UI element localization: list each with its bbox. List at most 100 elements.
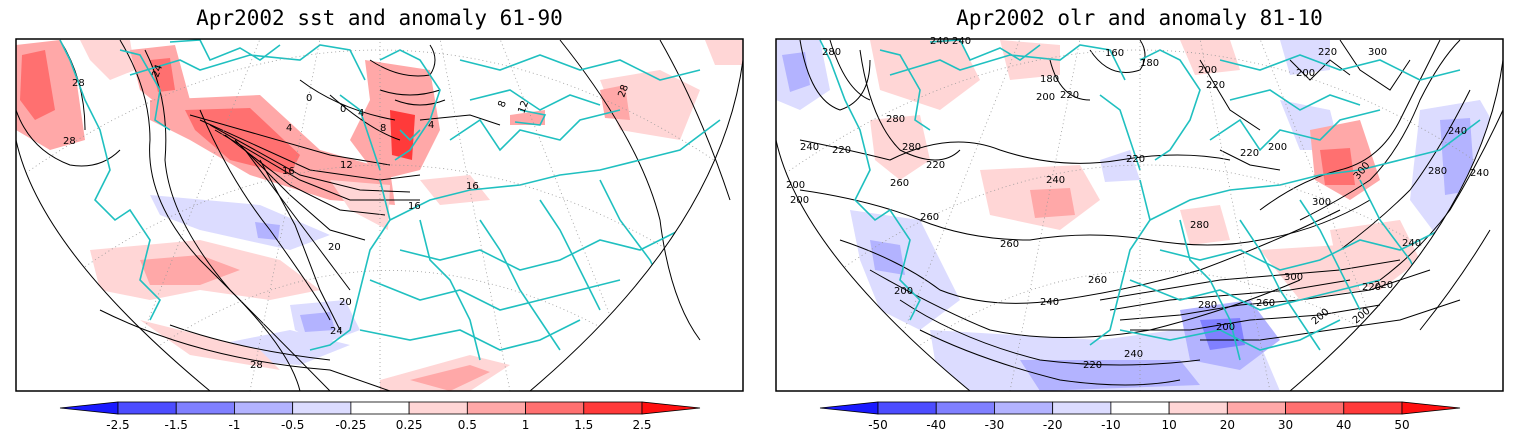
left-colorbar-segment: [641, 401, 701, 415]
right-contour-label: 280: [1428, 166, 1447, 177]
left-colorbar-segment: [117, 401, 177, 415]
right-graticule: [776, 39, 1503, 391]
left-contour-label: 12: [340, 160, 353, 171]
left-colorbar-segment: [350, 401, 410, 415]
left-colorbar-label: -1.5: [165, 418, 188, 430]
right-contour-label: 220: [1240, 148, 1259, 159]
left-colorbar-label: -0.5: [281, 418, 304, 430]
left-contour-label: 20: [328, 242, 341, 253]
left-contour-label: 0: [340, 104, 346, 115]
left-contour-label: 16: [466, 181, 479, 192]
right-colorbar-label: 50: [1394, 418, 1409, 430]
right-contour-label: 200: [1296, 68, 1315, 79]
right-colorbar-segment: [819, 401, 879, 415]
left-map-title: Apr2002 sst and anomaly 61-90: [196, 6, 563, 30]
right-contour-label: 160: [1105, 48, 1124, 59]
left-contour-label: 4: [286, 123, 292, 134]
right-contour-label: 300: [1312, 197, 1331, 208]
right-contour-label: 220: [1318, 47, 1337, 58]
right-colorbar-label: -50: [868, 418, 888, 430]
right-colorbar-segment: [935, 401, 995, 415]
left-contour-label: 8: [496, 99, 509, 109]
right-contour-label: 200: [1268, 142, 1287, 153]
right-contour-label: 220: [1374, 280, 1393, 291]
right-contour-label: 240: [1470, 168, 1489, 179]
left-colorbar: -2.5 -1.5 -1 -0.5 -0.25 0.25 0.5 1 1.5 2.5: [59, 401, 701, 430]
right-contour-label: 220: [1083, 360, 1102, 371]
right-contour-label: 240: [1046, 175, 1065, 186]
left-contour-label: 16: [408, 201, 421, 212]
right-contour-label: 220: [1060, 90, 1079, 101]
left-map-frame: [15, 38, 744, 392]
right-colorbar-segment: [1226, 401, 1286, 415]
right-contour-label: 200: [894, 286, 913, 297]
left-colorbar-label: -1: [228, 418, 240, 430]
left-contour-labels: 28 24 28 0 0 4 4 8 4 12 16 16 16 20 20 2…: [63, 63, 631, 371]
right-contour-label: 200: [790, 195, 809, 206]
right-contour-label: 180: [1140, 58, 1159, 69]
left-colorbar-segment: [525, 401, 585, 415]
right-contour-label: 180: [1040, 74, 1059, 85]
right-contour-label: 240: [800, 142, 819, 153]
right-contour-label: 300: [1368, 47, 1387, 58]
right-contour-label: 200: [1036, 92, 1055, 103]
right-colorbar-label: 20: [1220, 418, 1235, 430]
right-map-title: Apr2002 olr and anomaly 81-10: [956, 6, 1323, 30]
right-colorbar-segment: [1343, 401, 1403, 415]
right-map: 280 240 160 180 180 200 220 200 220 200 …: [775, 36, 1504, 392]
right-colorbar-segment: [994, 401, 1054, 415]
right-colorbar: -50 -40 -30 -20 -10 10 20 30 40 50: [819, 401, 1461, 430]
left-colorbar-segment: [234, 401, 294, 415]
left-anomaly-shading: [16, 40, 743, 391]
right-contour-label: 240: [952, 36, 971, 47]
left-contour-label: 28: [72, 78, 85, 89]
right-contour-label: 240: [1040, 297, 1059, 308]
left-colorbar-label: 1.5: [574, 418, 593, 430]
right-contour-label: 240: [1124, 349, 1143, 360]
right-colorbar-segment: [877, 401, 937, 415]
left-colorbar-segment: [175, 401, 235, 415]
right-contour-label: 280: [1190, 220, 1209, 231]
right-contour-label: 200: [1198, 65, 1217, 76]
left-contour-label: 28: [250, 360, 263, 371]
right-colorbar-segment: [1285, 401, 1345, 415]
left-colorbar-label: 1: [522, 418, 530, 430]
right-map-frame: [775, 38, 1504, 392]
right-contour-label: 240: [1402, 238, 1421, 249]
right-colorbar-segment: [1168, 401, 1228, 415]
right-contour-label: 200: [1216, 322, 1235, 333]
right-contour-label: 260: [920, 212, 939, 223]
right-dome-outline: [775, 59, 1504, 392]
right-contour-label: 240: [1448, 126, 1467, 137]
right-colorbar-label: -30: [985, 418, 1005, 430]
right-contour-label: 280: [886, 114, 905, 125]
left-contour-label: 20: [339, 297, 352, 308]
left-colorbar-segment: [59, 401, 119, 415]
right-colorbar-label: -20: [1043, 418, 1063, 430]
right-contour-label: 220: [832, 145, 851, 156]
right-contour-label: 200: [786, 180, 805, 191]
left-contour-label: 28: [63, 136, 76, 147]
left-contour-label: 4: [358, 108, 364, 119]
right-olr-contours: [799, 39, 1503, 386]
left-contour-label: 28: [616, 83, 631, 99]
left-colorbar-label: 0.25: [396, 418, 423, 430]
left-colorbar-segment: [466, 401, 526, 415]
left-colorbar-label: 2.5: [632, 418, 651, 430]
right-contour-label: 260: [890, 178, 909, 189]
left-colorbar-segment: [292, 401, 352, 415]
left-colorbar-label: 0.5: [458, 418, 477, 430]
left-contour-label: 4: [428, 120, 434, 131]
left-map: 28 24 28 0 0 4 4 8 4 12 16 16 16 20 20 2…: [15, 38, 744, 392]
right-contour-label: 280: [1198, 300, 1217, 311]
left-graticule: [16, 39, 743, 391]
left-colorbar-label: -0.25: [335, 418, 366, 430]
right-contour-labels: 280 240 160 180 180 200 220 200 220 200 …: [786, 36, 1489, 371]
left-contour-label: 8: [380, 123, 386, 134]
right-contour-label: 280: [822, 47, 841, 58]
right-contour-label: 260: [1000, 239, 1019, 250]
right-contour-label: 220: [1362, 282, 1381, 293]
left-dome-outline: [15, 59, 744, 392]
right-contour-label: 260: [1256, 298, 1275, 309]
